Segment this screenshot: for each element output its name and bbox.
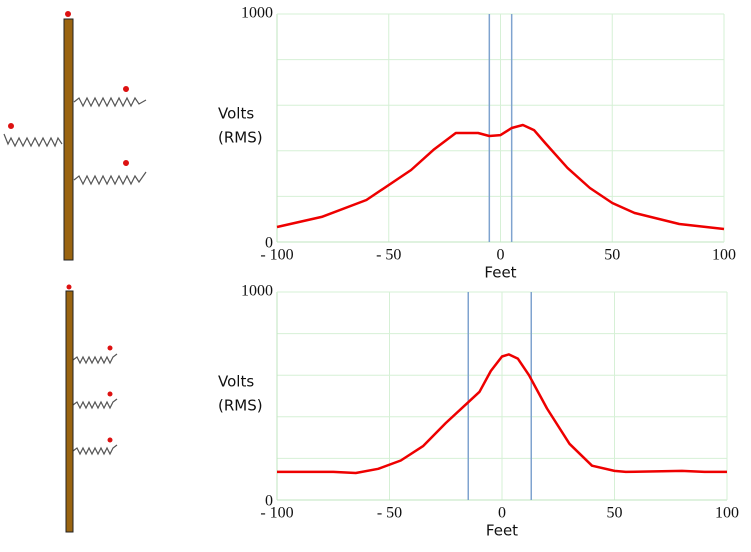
y-tick-label: 1000	[241, 283, 273, 300]
y-axis-label: (RMS)	[218, 397, 263, 415]
x-tick-label: 100	[712, 247, 736, 264]
x-tick-label: - 50	[377, 505, 402, 522]
y-axis-label: Volts	[218, 373, 254, 391]
x-tick-label: 100	[715, 505, 739, 522]
x-tick-label: - 100	[260, 247, 293, 264]
pole-diagram-top	[3, 11, 147, 261]
data-line	[277, 353, 727, 475]
x-tick-label: - 100	[260, 505, 293, 522]
pole-diagram-bottom	[65, 284, 118, 533]
x-tick-label: 50	[604, 247, 620, 264]
x-axis-label: Feet	[486, 522, 518, 540]
y-axis-label: (RMS)	[218, 129, 263, 147]
y-tick-label: 0	[265, 493, 273, 510]
y-tick-label: 0	[265, 235, 273, 252]
x-tick-label: 0	[498, 505, 506, 522]
y-tick-label: 1000	[241, 5, 273, 22]
x-tick-label: 50	[607, 505, 623, 522]
x-tick-label: - 50	[376, 247, 401, 264]
x-axis-label: Feet	[484, 264, 516, 282]
x-tick-label: 0	[497, 247, 505, 264]
y-axis-label: Volts	[218, 105, 254, 123]
data-line	[276, 123, 725, 231]
